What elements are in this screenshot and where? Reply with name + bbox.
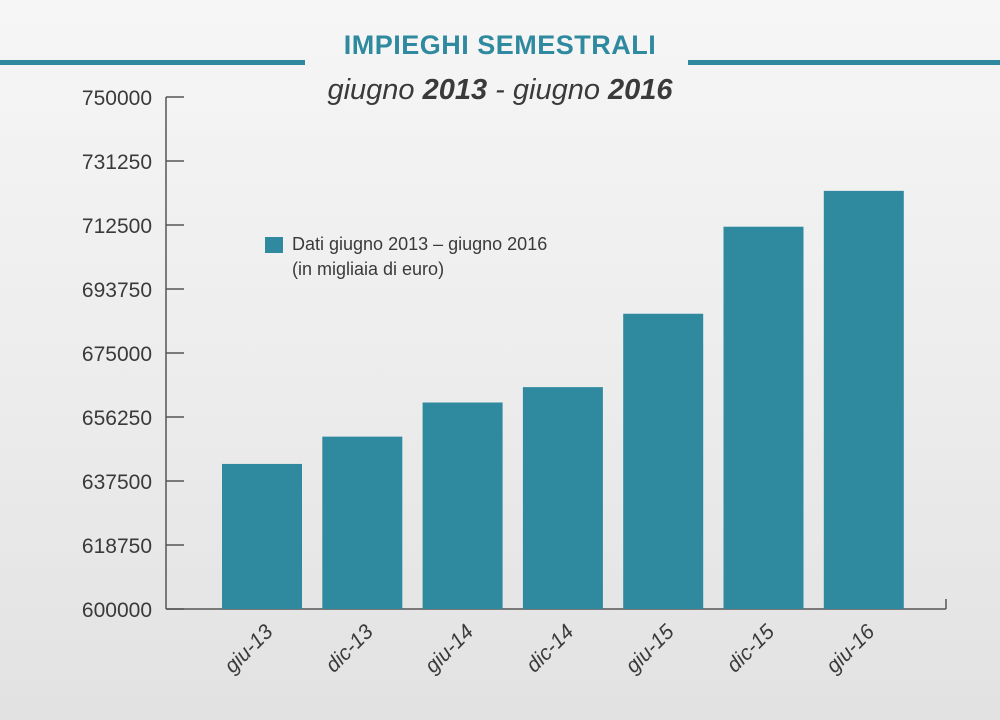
- bar-giu-16: [823, 190, 904, 609]
- bar-dic-14: [522, 387, 603, 609]
- y-tick-label: 731250: [82, 151, 152, 174]
- subtitle-separator: - giugno: [487, 74, 609, 106]
- y-tick-label: 637500: [82, 471, 152, 494]
- title-rule-right: [688, 60, 1000, 65]
- y-tick-label: 750000: [82, 87, 152, 110]
- legend-text: Dati giugno 2013 – giugno 2016 (in migli…: [292, 232, 547, 282]
- y-tick-label: 712500: [82, 215, 152, 238]
- bar-giu-13: [222, 463, 302, 609]
- bar-dic-15: [723, 226, 804, 609]
- y-tick-label: 618750: [82, 535, 152, 558]
- y-tick-label: 600000: [82, 599, 152, 622]
- x-tick-label: giu-13: [220, 620, 278, 678]
- legend-line-2: (in migliaia di euro): [292, 259, 445, 279]
- x-tick-label: giu-15: [621, 620, 679, 678]
- bar-giu-15: [623, 313, 704, 609]
- y-tick-label: 693750: [82, 279, 152, 302]
- x-tick-label: giu-14: [421, 620, 479, 678]
- subtitle-part1: giugno: [327, 74, 423, 106]
- x-tick-label: dic-15: [722, 620, 779, 677]
- subtitle-year2: 2016: [608, 74, 673, 106]
- bar-giu-14: [422, 402, 503, 609]
- x-tick-label: giu-16: [822, 620, 880, 678]
- legend-line-1: Dati giugno 2013 – giugno 2016: [292, 234, 548, 254]
- legend-swatch: [265, 237, 283, 253]
- chart-title: IMPIEGHI SEMESTRALI: [343, 30, 657, 60]
- y-tick-label: 656250: [82, 407, 152, 430]
- x-tick-label: dic-14: [522, 620, 579, 677]
- subtitle-year1: 2013: [422, 74, 488, 106]
- x-tick-label: dic-13: [321, 620, 378, 677]
- bar-dic-13: [322, 436, 403, 609]
- title-rule-left: [0, 60, 305, 65]
- chart-subtitle: giugno 2013 - giugno 2016: [0, 74, 1000, 107]
- y-tick-label: 675000: [82, 343, 152, 366]
